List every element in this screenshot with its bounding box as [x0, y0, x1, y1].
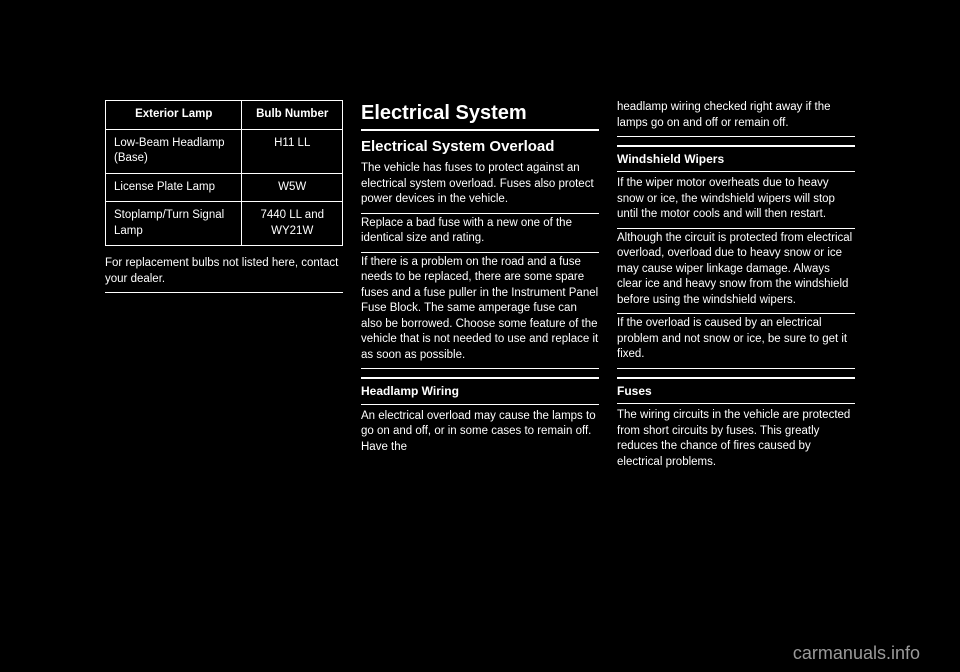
body-text: headlamp wiring checked right away if th… [617, 100, 855, 137]
table-row: License Plate Lamp W5W [106, 173, 343, 202]
body-text: If the wiper motor overheats due to heav… [617, 176, 855, 229]
bulb-table: Exterior Lamp Bulb Number Low-Beam Headl… [105, 100, 343, 246]
table-cell: H11 LL [242, 129, 343, 173]
table-cell: License Plate Lamp [106, 173, 242, 202]
column-3: headlamp wiring checked right away if th… [617, 100, 855, 640]
sub-heading-overload: Electrical System Overload [361, 137, 599, 157]
body-text: The vehicle has fuses to protect against… [361, 161, 599, 214]
table-row: Low-Beam Headlamp (Base) H11 LL [106, 129, 343, 173]
footnote-text: For replacement bulbs not listed here, c… [105, 256, 343, 293]
sub-heading-fuses: Fuses [617, 377, 855, 404]
table-cell: Stoplamp/Turn Signal Lamp [106, 202, 242, 246]
body-text: If there is a problem on the road and a … [361, 255, 599, 370]
table-header-lamp: Exterior Lamp [106, 101, 242, 130]
sub-heading-windshield-wipers: Windshield Wipers [617, 145, 855, 172]
body-text: If the overload is caused by an electric… [617, 316, 855, 369]
table-row: Stoplamp/Turn Signal Lamp 7440 LL and WY… [106, 202, 343, 246]
body-text: Although the circuit is protected from e… [617, 231, 855, 315]
table-header-bulb: Bulb Number [242, 101, 343, 130]
column-2: Electrical System Electrical System Over… [361, 100, 599, 640]
column-1: Exterior Lamp Bulb Number Low-Beam Headl… [105, 100, 343, 640]
body-text: An electrical overload may cause the lam… [361, 409, 599, 456]
watermark-text: carmanuals.info [793, 643, 920, 664]
table-cell: 7440 LL and WY21W [242, 202, 343, 246]
sub-heading-headlamp-wiring: Headlamp Wiring [361, 377, 599, 404]
body-text: The wiring circuits in the vehicle are p… [617, 408, 855, 470]
table-cell: Low-Beam Headlamp (Base) [106, 129, 242, 173]
body-text: Replace a bad fuse with a new one of the… [361, 216, 599, 253]
section-heading-electrical: Electrical System [361, 100, 599, 131]
table-cell: W5W [242, 173, 343, 202]
